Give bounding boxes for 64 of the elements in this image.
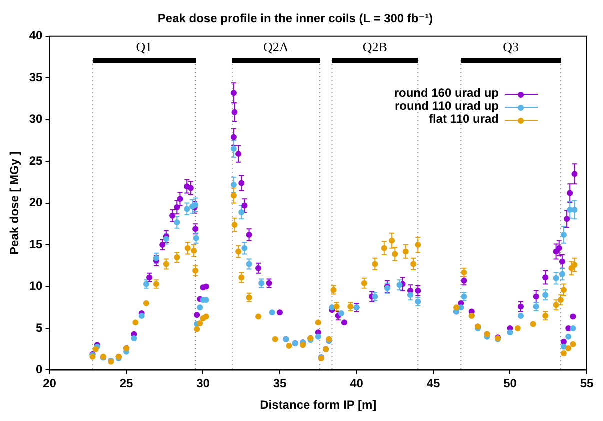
y-tick-label: 20 <box>29 196 44 210</box>
annotation: Q2A <box>264 39 290 54</box>
point <box>560 287 567 294</box>
point <box>410 261 417 268</box>
y-tick-label: 35 <box>29 70 44 84</box>
annotation: Q3 <box>503 39 519 54</box>
point <box>232 222 238 228</box>
point <box>372 261 378 268</box>
annotation: Q1 <box>136 39 152 54</box>
y-tick-label: 15 <box>29 237 44 252</box>
legend-label: flat 110 urad <box>428 112 499 126</box>
x-tick-label: 30 <box>196 376 210 391</box>
point <box>272 336 278 342</box>
point <box>530 321 536 328</box>
point <box>132 320 139 326</box>
point <box>389 238 396 244</box>
point <box>381 245 388 252</box>
x-axis-title: Distance form IP [m] <box>260 398 377 412</box>
x-tick-label: 55 <box>580 376 594 391</box>
point <box>553 302 560 308</box>
annotation: Q2B <box>362 39 388 54</box>
chart-title: Peak dose profile in the inner coils (L = 300 fb⁻¹) <box>158 12 434 26</box>
point <box>203 314 210 320</box>
point <box>163 261 170 268</box>
x-tick-label: 45 <box>426 376 440 391</box>
point <box>514 325 521 332</box>
point <box>191 248 198 254</box>
point <box>143 300 150 306</box>
point <box>361 280 368 286</box>
point <box>454 304 460 311</box>
y-tick-label: 10 <box>29 279 44 294</box>
point <box>238 274 245 281</box>
point <box>184 245 191 252</box>
point <box>194 326 200 332</box>
point <box>402 248 409 255</box>
point <box>92 346 99 352</box>
point <box>174 254 180 261</box>
legend-label: round 160 urad up <box>394 86 499 100</box>
point <box>558 297 564 304</box>
point <box>197 320 204 326</box>
point <box>415 242 422 248</box>
legend-label: round 110 urad up <box>394 99 499 114</box>
y-tick-label: 0 <box>36 362 44 377</box>
point <box>570 341 576 348</box>
point <box>572 262 578 268</box>
point <box>286 343 292 349</box>
y-tick-label: 30 <box>29 112 44 126</box>
y-tick-label: 5 <box>36 320 44 335</box>
x-tick-label: 25 <box>120 376 134 391</box>
point <box>230 192 237 199</box>
point <box>256 314 262 320</box>
x-tick-label: 40 <box>350 376 364 391</box>
point <box>300 342 306 348</box>
x-tick-label: 50 <box>504 376 518 391</box>
point <box>315 320 322 326</box>
y-axis-title: Peak dose [ MGy ] <box>8 152 22 255</box>
point <box>560 350 567 357</box>
x-tick-label: 35 <box>273 376 287 391</box>
point <box>192 268 199 274</box>
point <box>566 346 572 352</box>
y-tick-label: 25 <box>29 154 44 168</box>
point <box>236 248 242 255</box>
point <box>392 251 398 258</box>
y-tick-label: 40 <box>29 28 44 43</box>
